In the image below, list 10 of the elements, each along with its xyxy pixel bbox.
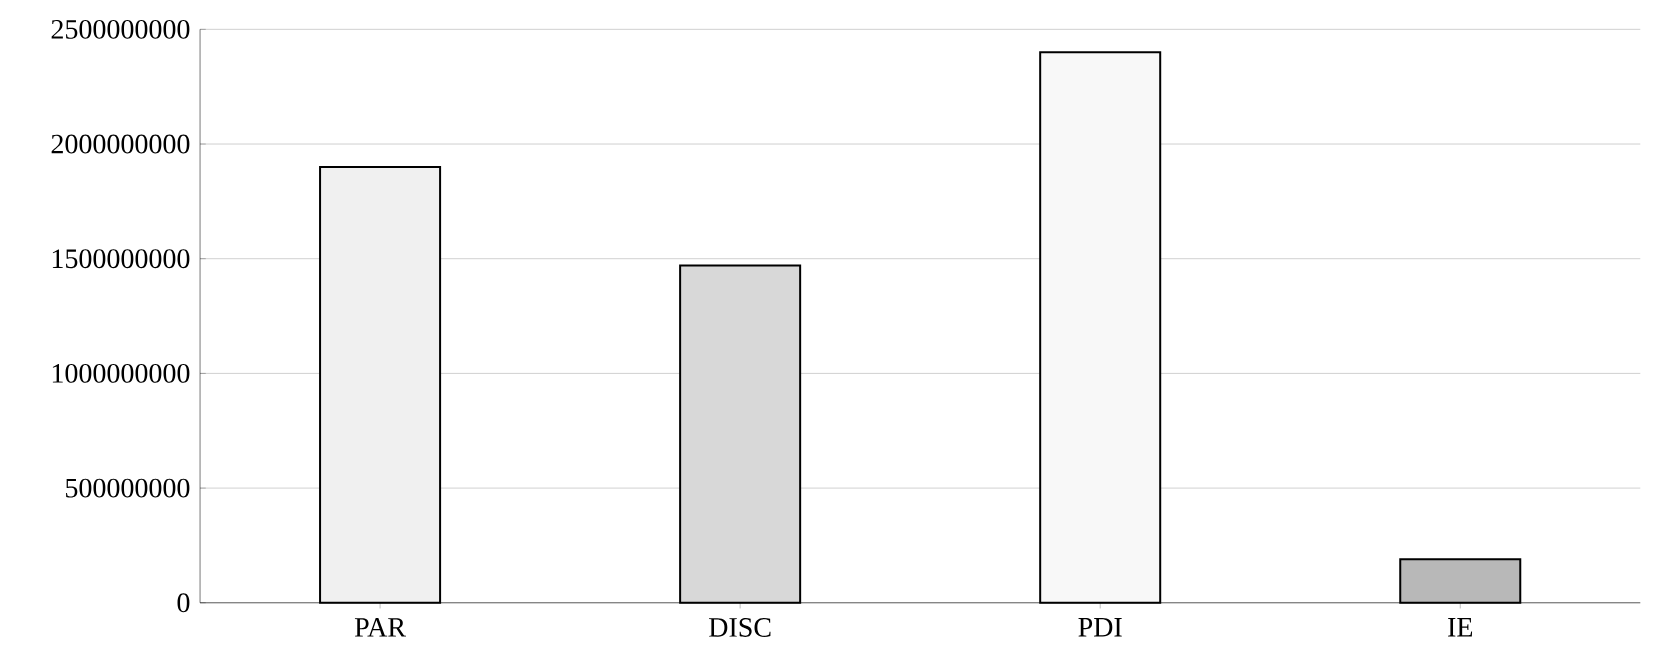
- x-tick-label: PDI: [1078, 618, 1122, 637]
- y-tick-label: 1500000000: [52, 249, 190, 269]
- y-tick-label: 2000000000: [51, 134, 190, 154]
- x-tick-label: IE: [1448, 618, 1473, 637]
- y-tick-label: 1000000000: [52, 363, 190, 383]
- x-tick-label: DISC: [709, 618, 771, 637]
- y-tick-label: 2500000000: [51, 19, 190, 39]
- y-tick-label: 500000000: [66, 478, 190, 498]
- x-tick-label: PAR: [354, 618, 406, 637]
- y-tick-label: 0: [177, 593, 190, 613]
